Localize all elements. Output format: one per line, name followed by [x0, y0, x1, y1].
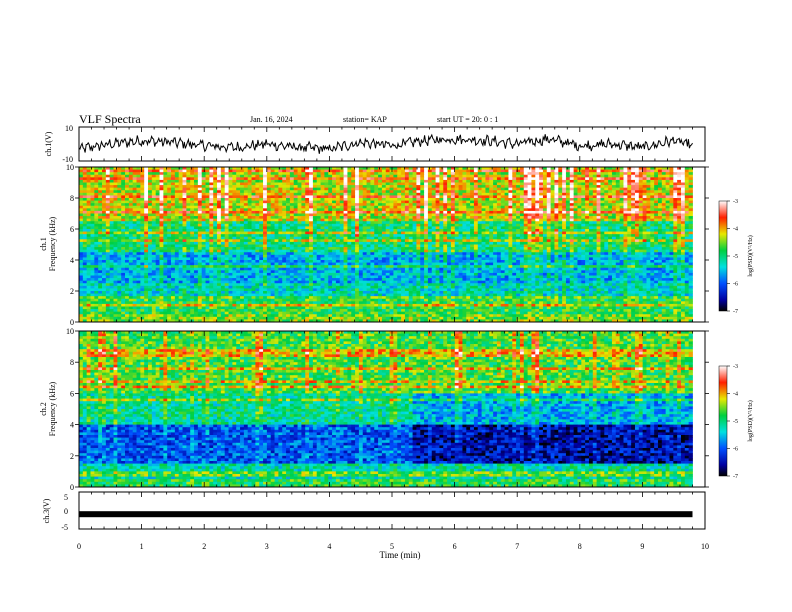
- ch2-colorbar-tick-label: -6: [733, 447, 738, 453]
- ch1-colorbar-label: log(PSD)(V²/Hz): [747, 235, 754, 276]
- date-label: Jan. 16, 2024: [250, 115, 293, 124]
- ch1-colorbar-tick-label: -4: [733, 227, 738, 233]
- ch1-spec-ylabel-freq: Frequency (kHz): [48, 216, 57, 271]
- ch1-colorbar: -3 -4 -5 -6 -7 log(PSD)(V²/Hz): [718, 199, 754, 315]
- ch2-spec-ytick-label: 6: [70, 389, 74, 398]
- ch2-spec-ylabel-channel: ch.2: [39, 402, 48, 416]
- ch3-waveform-ylabel: ch.3(V): [42, 498, 51, 523]
- x-tick-label: 2: [202, 542, 206, 551]
- x-tick-label: 10: [701, 542, 709, 551]
- x-tick-label: 1: [140, 542, 144, 551]
- ch1-colorbar-gradient: [718, 200, 728, 312]
- x-tick-label: 8: [578, 542, 582, 551]
- ch3-ytick-top: 5: [64, 493, 68, 502]
- ch2-colorbar-label: log(PSD)(V²/Hz): [747, 400, 754, 441]
- ch1-spec-ytick-label: 8: [70, 194, 74, 203]
- x-tick-label: 3: [265, 542, 269, 551]
- ch1-spec-ytick-label: 6: [70, 225, 74, 234]
- x-tick-label: 7: [515, 542, 519, 551]
- ch1-waveform-line: [78, 133, 693, 154]
- ch2-spec-ylabel-freq: Frequency (kHz): [48, 381, 57, 436]
- ch3-waveform-line: [79, 511, 693, 518]
- x-tick-label: 4: [327, 542, 331, 551]
- ch1-spec-ytick-label: 0: [70, 318, 74, 327]
- ch3-waveform-frame: [78, 491, 706, 530]
- ch1-ytick-bottom: -10: [62, 155, 73, 164]
- ch1-colorbar-tick-label: -5: [733, 254, 738, 260]
- ch2-colorbar: -3 -4 -5 -6 -7 log(PSD)(V²/Hz): [718, 364, 754, 480]
- ch1-waveform-panel: 10 -10 ch.1(V): [44, 124, 706, 164]
- ch1-colorbar-tick-label: -7: [733, 309, 738, 315]
- ch1-spectrogram-panel: 0 2 4 6 8 10 ch.1 Frequency (kHz): [39, 163, 709, 327]
- ch1-spec-ytick-label: 4: [70, 256, 74, 265]
- ch3-ytick-bottom: -5: [61, 523, 68, 532]
- ch2-colorbar-tick-label: -4: [733, 392, 738, 398]
- ch1-colorbar-tick-label: -3: [733, 199, 738, 205]
- ch1-spec-ytick-label: 2: [70, 287, 74, 296]
- ch1-ytick-top: 10: [65, 124, 73, 133]
- figure-title: VLF Spectra: [79, 112, 141, 126]
- x-tick-label: 6: [453, 542, 457, 551]
- ch1-waveform-ylabel: ch.1(V): [44, 131, 53, 156]
- ch2-spec-ytick-label: 8: [70, 358, 74, 367]
- ch2-colorbar-tick-label: -3: [733, 364, 738, 370]
- ch2-spec-ytick-label: 0: [70, 483, 74, 492]
- ch2-spec-ytick-label: 10: [66, 327, 74, 336]
- station-label: station= KAP: [343, 115, 387, 124]
- ch1-spec-ylabel-channel: ch.1: [39, 237, 48, 251]
- x-tick-label: 9: [640, 542, 644, 551]
- ch2-spec-ytick-label: 4: [70, 421, 74, 430]
- start-time-label: start UT = 20: 0 : 1: [437, 115, 498, 124]
- ch2-spectrogram-panel: 0 2 4 6 8 10 ch.2 Frequency (kHz): [39, 327, 709, 492]
- ch1-colorbar-tick-label: -6: [733, 282, 738, 288]
- ch2-colorbar-tick-label: -7: [733, 474, 738, 480]
- ch2-spec-ytick-label: 2: [70, 452, 74, 461]
- ch1-spec-ytick-label: 10: [66, 163, 74, 172]
- ch3-waveform-panel: 5 0 -5 ch.3(V) 0 1 2 3 4 5 6 7 8 9 10 Time (min): [42, 491, 709, 560]
- ch2-colorbar-gradient: [718, 365, 728, 477]
- x-axis-label: Time (min): [380, 550, 421, 560]
- ch3-ytick-mid: 0: [64, 507, 68, 516]
- x-tick-label: 0: [77, 542, 81, 551]
- x-tick-label: 5: [390, 542, 394, 551]
- ch2-colorbar-tick-label: -5: [733, 419, 738, 425]
